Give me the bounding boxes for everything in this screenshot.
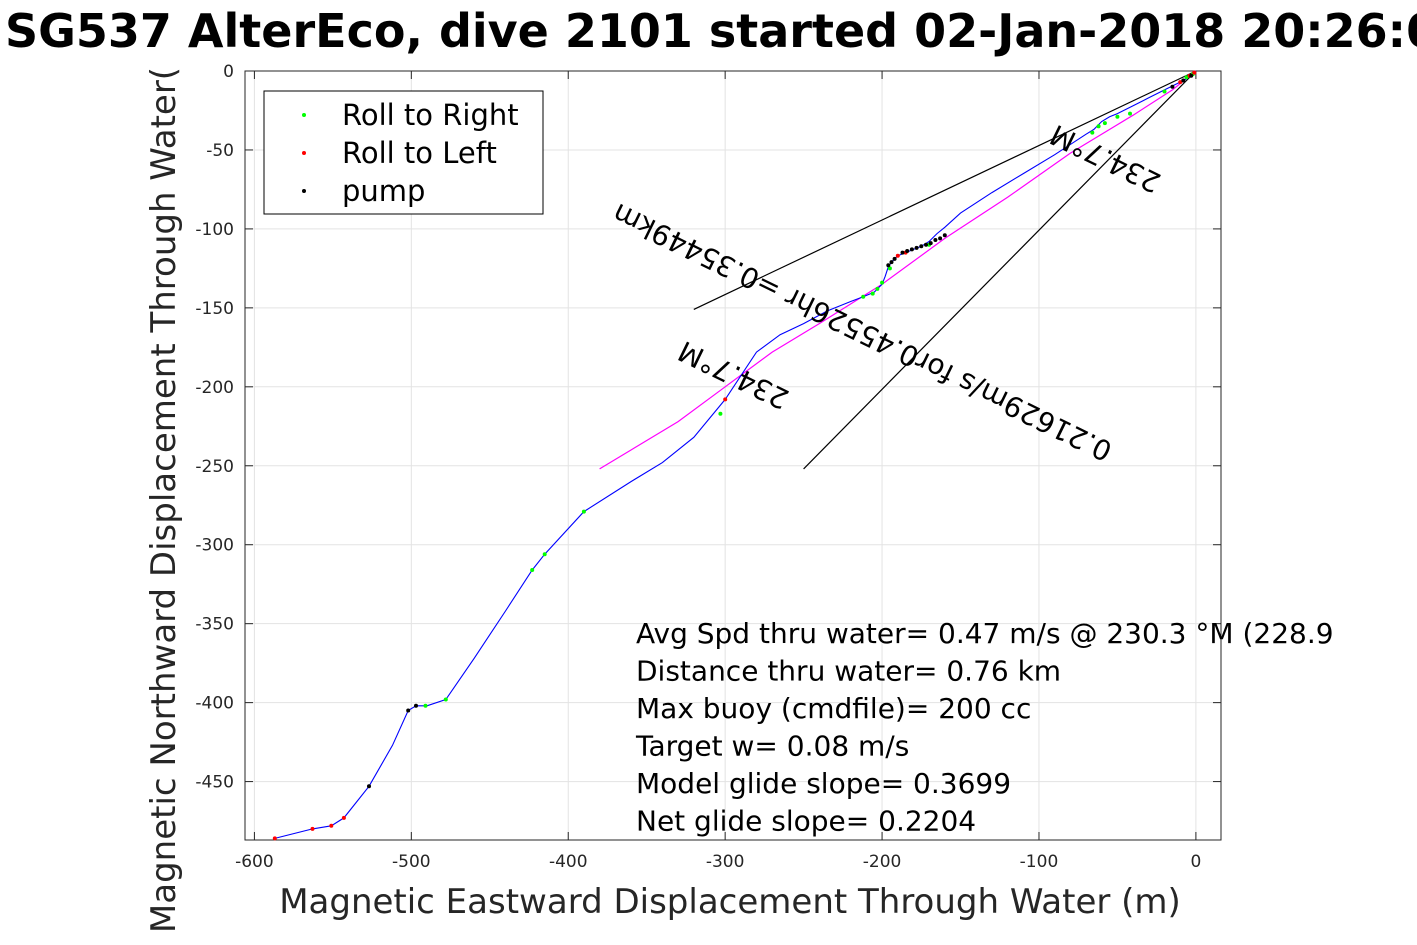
stat-line: Model glide slope= 0.3699 xyxy=(636,767,1011,800)
pump-point xyxy=(900,250,905,255)
pump-point xyxy=(892,256,897,261)
pump-point xyxy=(1181,78,1186,83)
roll-right-point xyxy=(1115,114,1120,119)
pump-point xyxy=(367,784,371,789)
pump-point xyxy=(933,238,938,242)
stat-line: Avg Spd thru water= 0.47 m/s @ 230.3 °M … xyxy=(636,617,1334,650)
roll-right-point xyxy=(1102,121,1107,126)
series-layer xyxy=(272,70,1197,841)
roll-left-point xyxy=(310,826,315,831)
stat-line: Target w= 0.08 m/s xyxy=(635,730,909,763)
roll-left-point xyxy=(329,823,334,828)
legend-box xyxy=(263,90,544,215)
dive-statistics: Avg Spd thru water= 0.47 m/s @ 230.3 °M … xyxy=(635,617,1334,838)
x-tick-label: -500 xyxy=(392,852,431,872)
legend-label-pump: pump xyxy=(342,174,425,208)
roll-right-point xyxy=(870,291,875,296)
y-tick-label: -100 xyxy=(195,220,234,240)
pump-point xyxy=(914,245,919,250)
axes-box xyxy=(244,70,1222,841)
roll-right-point xyxy=(880,280,885,285)
roll-right-point xyxy=(1184,75,1189,80)
roll-right-point xyxy=(875,286,880,291)
x-tick-label: -600 xyxy=(235,852,274,872)
pump-point xyxy=(1170,84,1175,89)
legend-marker-roll-left xyxy=(302,151,306,155)
chart-title: SG537 AlterEco, dive 2101 started 02-Jan… xyxy=(5,4,1417,58)
roll-right-point xyxy=(443,697,448,702)
pump-point xyxy=(406,708,411,713)
roll-right-point xyxy=(530,568,535,572)
y-axis-label: Magnetic Northward Displacement Through … xyxy=(144,67,184,933)
y-tick-label: -450 xyxy=(195,773,234,793)
roll-left-point xyxy=(1192,70,1197,75)
legend-label-roll-left: Roll to Left xyxy=(342,136,497,170)
stat-line: Net glide slope= 0.2204 xyxy=(636,805,976,838)
roll-left-point xyxy=(1178,80,1183,85)
legend-label-roll-right: Roll to Right xyxy=(342,98,519,132)
roll-right-point xyxy=(861,294,866,299)
pump-point xyxy=(414,703,418,708)
roll-right-point xyxy=(423,703,428,708)
pump-point xyxy=(886,263,891,268)
y-tick-label: -400 xyxy=(195,694,234,714)
pump-point xyxy=(924,242,928,247)
roll-right-point xyxy=(1128,111,1132,116)
roll-right-point xyxy=(581,509,586,514)
y-tick-label: -150 xyxy=(195,299,234,319)
y-tick-label: 0 xyxy=(223,62,234,82)
x-tick-label: -200 xyxy=(863,852,902,872)
y-tick-label: -350 xyxy=(195,615,234,635)
x-axis-ticks: -600 -500 -400 -300 -200 -100 0 xyxy=(235,71,1201,872)
heading-line xyxy=(803,70,1197,470)
pump-point xyxy=(905,249,910,253)
roll-left-point xyxy=(272,836,277,841)
y-axis-ticks: 0 -50 -100 -150 -200 -250 -300 -350 -400 -450 xyxy=(195,62,1221,793)
roll-right-point xyxy=(887,266,892,271)
pump-point xyxy=(1189,73,1194,78)
y-tick-label: -250 xyxy=(195,457,234,477)
roll-right-point xyxy=(1162,89,1167,94)
roll-left-point xyxy=(341,815,346,820)
stat-line: Distance thru water= 0.76 km xyxy=(636,655,1061,688)
legend-marker-pump xyxy=(302,189,306,193)
y-tick-label: -200 xyxy=(195,378,234,398)
roll-right-point xyxy=(1090,130,1095,135)
legend-marker-roll-right xyxy=(302,113,306,117)
pump-point xyxy=(889,260,894,265)
y-tick-label: -50 xyxy=(206,141,234,161)
pump-point xyxy=(928,241,933,246)
x-tick-label: -400 xyxy=(549,852,588,872)
y-tick-label: -300 xyxy=(195,536,234,556)
roll-left-point xyxy=(723,397,728,402)
roll-right-point xyxy=(1096,124,1101,129)
heading-line xyxy=(693,70,1197,310)
roll-right-point xyxy=(542,552,547,557)
legend: Roll to Right Roll to Left pump xyxy=(263,90,544,215)
stat-line: Max buoy (cmdfile)= 200 cc xyxy=(636,692,1031,725)
pump-point xyxy=(919,244,924,249)
x-tick-label: -100 xyxy=(1020,852,1059,872)
pump-point xyxy=(942,233,947,238)
roll-left-point xyxy=(895,253,900,258)
x-tick-label: -300 xyxy=(706,852,745,872)
x-axis-label: Magnetic Eastward Displacement Through W… xyxy=(279,882,1181,922)
roll-right-point xyxy=(718,411,723,416)
pump-point xyxy=(938,236,943,241)
x-tick-label: 0 xyxy=(1190,852,1201,872)
pump-point xyxy=(909,247,914,252)
